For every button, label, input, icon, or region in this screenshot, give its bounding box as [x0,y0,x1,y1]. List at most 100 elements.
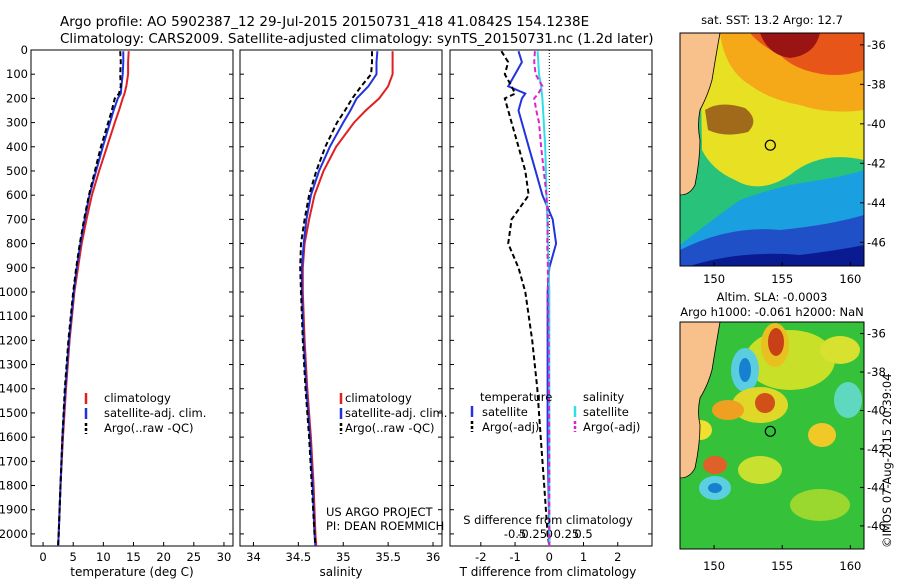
x-tick-label: 15 [126,550,141,564]
map-y-tick-label: -36 [867,38,886,52]
sst-darkred-region [760,33,820,58]
legend-label-satellite: satellite-adj. clim. [345,406,447,420]
map-y-tick-label: -42 [867,442,886,456]
map-y-tick-label: -42 [867,156,886,170]
legend-title-temperature: temperature [480,390,552,404]
temperature-xlabel: temperature (deg C) [70,565,193,579]
x-tick-label: 35 [336,550,351,564]
y-tick-label: 300 [6,116,28,130]
sla-map-frame [679,321,865,550]
salinity-xlabel: salinity [319,565,362,579]
y-tick-label: 0 [21,43,28,57]
sla-patch [703,456,727,474]
x-tick-label: -2 [475,550,486,564]
sla-patch [834,382,862,418]
sst-coldest-region [690,245,864,266]
map-y-tick-label: -38 [867,365,886,379]
sst-map-title: sat. SST: 13.2 Argo: 12.7 [701,13,843,27]
salinity-legend: climatology satellite-adj. clim. Argo(..… [339,391,447,435]
sla-argo-position-marker [764,425,776,437]
map-y-tick-label: -40 [867,403,886,417]
map-x-tick-label: 160 [839,272,861,286]
y-tick-label: 800 [6,237,28,251]
s-tick-label: 0.5 [574,527,592,541]
figure-title-line2: Climatology: CARS2009. Satellite-adjuste… [60,31,653,47]
s-tick-label: 0.25 [554,527,580,541]
figure-title-line1: Argo profile: AO 5902387_12 29-Jul-2015 … [60,14,589,30]
legend-label-climatology: climatology [345,391,412,405]
sla-field [680,322,864,549]
sla-patch [712,400,744,420]
sla-patch [755,393,775,413]
x-tick-label: -1 [509,550,520,564]
y-tick-label: 1400 [0,382,28,396]
x-tick-label: 0 [39,550,46,564]
map-y-tick-label: -40 [867,117,886,131]
y-tick-label: 600 [6,188,28,202]
sla-patch [808,423,836,447]
legend-label-s-argo: Argo(-adj) [583,420,640,434]
x-tick-label: 30 [217,550,232,564]
difference-legend: temperature satellite Argo(-adj) salinit… [470,390,640,434]
y-tick-label: 1700 [0,454,28,468]
credit-project: US ARGO PROJECT [326,505,434,519]
s-tick-label: -0.5 [504,527,526,541]
t-diff-xlabel: T difference from climatology [459,565,637,579]
imos-watermark: ©IMOS 07-Aug-2015 20:39:04 [880,373,894,548]
map-x-tick-label: 150 [703,272,725,286]
x-tick-label: 34 [246,550,261,564]
sla-patch [745,330,835,390]
y-tick-label: 1800 [0,479,28,493]
legend-label-t-satellite: satellite [482,405,528,419]
sst-map: sat. SST: 13.2 Argo: 12.7 150 155 160 -36 -… [679,13,886,286]
y-tick-label: 400 [6,140,28,154]
sla-patch [768,328,784,356]
map-y-tick-label: -36 [867,327,886,341]
sla-patch [820,336,860,364]
y-tick-label: 900 [6,261,28,275]
x-tick-label: 36 [426,550,441,564]
x-tick-label: 1 [580,550,587,564]
x-tick-label: 34.5 [286,550,312,564]
map-y-tick-label: -38 [867,77,886,91]
temperature-plot-frame [30,49,234,547]
series-line-t-satellite [506,50,558,546]
series-line-argo-raw-qc- [299,51,373,546]
series-line-t-argo-adj- [500,50,551,546]
y-tick-label: 1000 [0,285,28,299]
y-tick-label: 1500 [0,406,28,420]
temperature-legend: climatology satellite-adj. clim. Argo(..… [84,391,206,435]
difference-plot-frame [449,49,653,547]
salinity-panel: 34 34.5 35 35.5 36 salinity climatology sate… [239,49,447,579]
legend-title-salinity: salinity [583,390,624,404]
sst-land-australia [680,33,721,196]
sla-patch [790,489,850,521]
map-y-tick-label: -44 [867,480,886,494]
x-tick-label: 10 [96,550,111,564]
y-tick-label: 1300 [0,358,28,372]
y-tick-label: 1600 [0,430,28,444]
map-y-tick-label: -46 [867,235,886,249]
sla-map: Altim. SLA: -0.0003 Argo h1000: -0.061 h… [679,290,886,573]
legend-label-climatology: climatology [104,391,171,405]
map-y-tick-label: -46 [867,519,886,533]
map-x-tick-label: 155 [771,272,793,286]
map-x-tick-label: 160 [839,559,861,573]
map-x-tick-label: 155 [771,559,793,573]
y-tick-label: 1100 [0,309,28,323]
sst-argo-position-marker [764,139,776,151]
credit-pi: PI: DEAN ROEMMICH [326,519,444,533]
x-tick-label: 2 [614,550,621,564]
sla-patch [738,456,782,484]
sla-patch [708,483,722,493]
x-tick-label: 35.5 [375,550,401,564]
legend-label-argo: Argo(..raw -QC) [345,421,435,435]
sla-patch [739,358,751,382]
y-tick-label: 1200 [0,333,28,347]
sst-field [680,33,864,266]
y-tick-label: 1900 [0,503,28,517]
legend-label-satellite: satellite-adj. clim. [104,406,206,420]
y-tick-label: 100 [6,67,28,81]
legend-label-s-satellite: satellite [583,405,629,419]
